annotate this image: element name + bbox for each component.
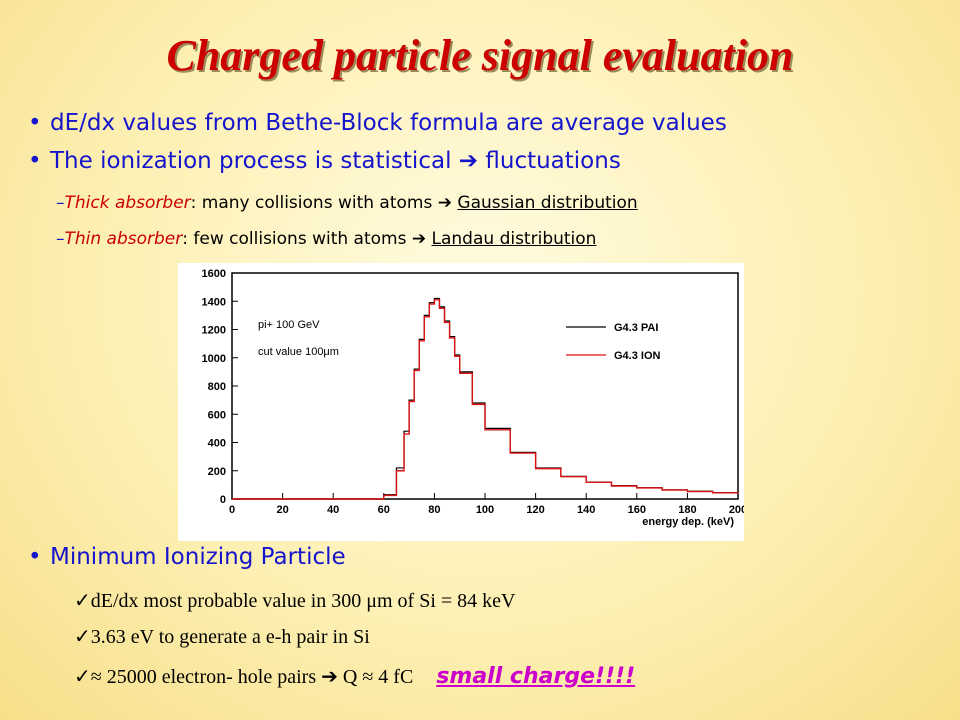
x-tick-label: 60 (378, 504, 390, 516)
annotation-beam: pi+ 100 GeV (258, 319, 320, 331)
checkmark-icon: ✓ (74, 590, 91, 612)
y-tick-label: 200 (208, 466, 226, 478)
check-text: 3.63 eV to generate a e-h pair in Si (90, 626, 370, 648)
x-tick-label: 20 (276, 504, 288, 516)
check-item-pairs: ✓≈ 25000 electron- hole pairs ➔ Q ≈ 4 fC… (74, 664, 635, 689)
check-item-eh-energy: ✓3.63 eV to generate a e-h pair in Si (74, 624, 370, 649)
x-tick-label: 0 (229, 504, 235, 516)
bullet-text-tail: fluctuations (485, 148, 621, 174)
bullet-text: The ionization process is statistical (50, 148, 452, 174)
x-tick-label: 120 (526, 504, 544, 516)
thin-absorber-label: Thin absorber (64, 229, 183, 249)
arrow-right-icon: ➔ (437, 193, 452, 213)
y-tick-label: 600 (208, 409, 226, 421)
x-tick-label: 100 (476, 504, 494, 516)
checkmark-icon: ✓ (74, 626, 91, 648)
landau-distribution-link: Landau distribution (431, 229, 597, 249)
legend-label-ion: G4.3 ION (614, 350, 661, 362)
y-tick-label: 1600 (202, 268, 226, 280)
y-tick-label: 1200 (202, 325, 226, 337)
x-tick-label: 80 (428, 504, 440, 516)
thick-absorber-text: : many collisions with atoms (190, 193, 433, 213)
x-tick-label: 140 (577, 504, 595, 516)
thin-absorber-text: : few collisions with atoms (182, 229, 407, 249)
sub-bullet-thick: –Thick absorber: many collisions with at… (56, 193, 638, 213)
mip-heading: Minimum Ionizing Particle (50, 544, 346, 570)
x-tick-label: 40 (327, 504, 339, 516)
y-tick-label: 800 (208, 381, 226, 393)
bullet-ionization: • The ionization process is statistical ➔… (28, 148, 621, 174)
checkmark-icon: ✓ (74, 666, 91, 688)
y-tick-label: 400 (208, 438, 226, 450)
check-item-dedx: ✓dE/dx most probable value in 300 μm of … (74, 588, 516, 613)
chart-svg: 0 200 400 600 800 1000 1200 1400 1600 0 20 40 60 80 1… (202, 268, 748, 528)
energy-deposition-plot: 0 200 400 600 800 1000 1200 1400 1600 0 20 40 60 80 1… (178, 263, 748, 541)
bullet-text: dE/dx values from Bethe-Block formula ar… (50, 110, 727, 136)
check-text: dE/dx most probable value in 300 μm of S… (90, 590, 516, 612)
y-tick-label: 1400 (202, 296, 226, 308)
legend-label-pai: G4.3 PAI (614, 322, 658, 334)
bullet-mip: • Minimum Ionizing Particle (28, 544, 346, 570)
sub-bullet-thin: –Thin absorber: few collisions with atom… (56, 229, 596, 249)
dash-marker: – (56, 193, 65, 213)
gaussian-distribution-link: Gaussian distribution (457, 193, 638, 213)
bullet-marker: • (28, 148, 42, 174)
y-tick-label: 1000 (202, 353, 226, 365)
bullet-marker: • (28, 110, 42, 136)
x-tick-label: 160 (628, 504, 646, 516)
charge-value: Q ≈ 4 fC (342, 666, 414, 688)
x-tick-label: 180 (678, 504, 696, 516)
annotation-cut: cut value 100μm (258, 346, 339, 358)
dash-marker: – (56, 229, 65, 249)
small-charge-callout: small charge!!!! (436, 664, 636, 689)
arrow-right-icon: ➔ (321, 664, 338, 688)
thick-absorber-label: Thick absorber (64, 193, 191, 213)
y-tick-label: 0 (220, 494, 226, 506)
series-line-ion (232, 299, 739, 500)
bullet-marker: • (28, 544, 42, 570)
check-text: ≈ 25000 electron- hole pairs (90, 666, 317, 688)
slide-title: Charged particle signal evaluation (166, 31, 794, 80)
arrow-right-icon: ➔ (411, 229, 427, 249)
x-tick-label: 200 (729, 504, 744, 516)
plot-frame (231, 272, 739, 500)
x-axis-label: energy dep. (keV) (642, 516, 734, 528)
arrow-right-icon: ➔ (458, 148, 479, 174)
bullet-bethe-block: • dE/dx values from Bethe-Block formula a… (28, 110, 727, 136)
